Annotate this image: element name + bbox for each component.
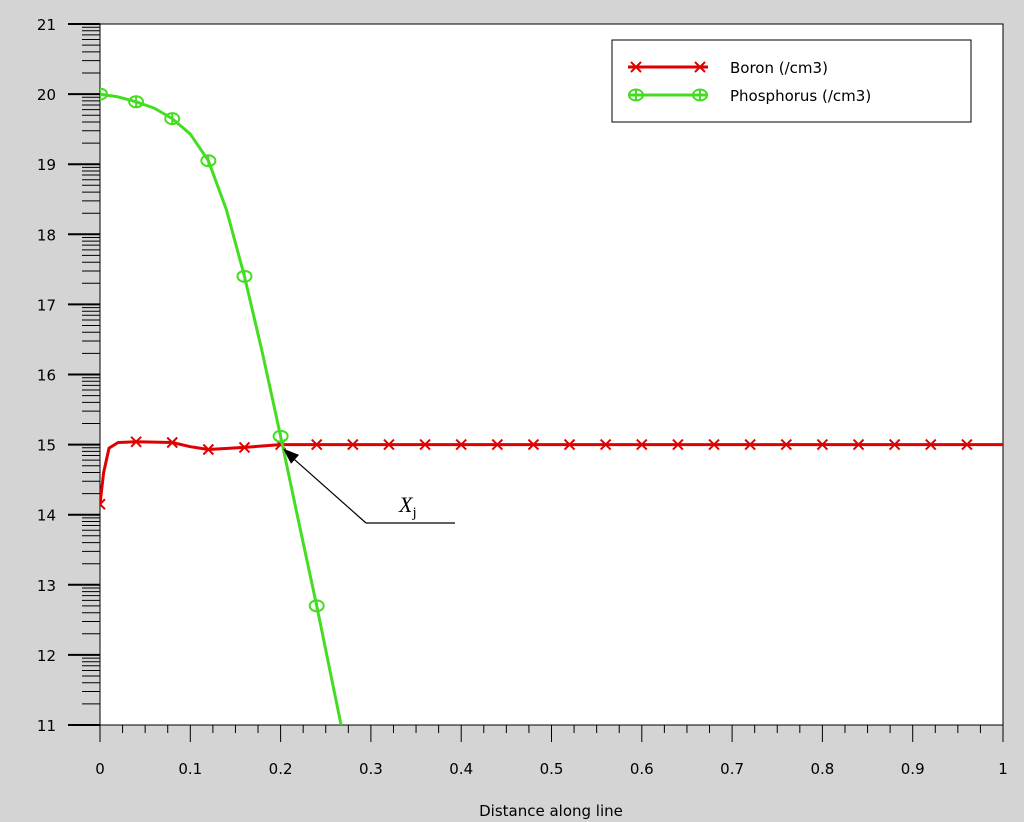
y-tick-label: 13 xyxy=(37,577,56,595)
x-tick-label: 0.7 xyxy=(720,760,744,778)
x-tick-label: 0.5 xyxy=(540,760,564,778)
data-point xyxy=(311,438,323,451)
data-point xyxy=(164,112,181,126)
legend-entry: Boron (/cm3) xyxy=(628,59,828,77)
data-point xyxy=(202,443,215,456)
plot-area xyxy=(99,23,1004,726)
data-point xyxy=(925,438,937,451)
legend: Boron (/cm3) Phosphorus (/cm3) xyxy=(611,39,972,123)
data-point xyxy=(128,95,145,109)
data-point xyxy=(100,498,106,510)
y-tick-label: 16 xyxy=(37,367,56,385)
data-point xyxy=(200,154,217,168)
series-boron xyxy=(100,436,1003,510)
data-point xyxy=(308,599,325,613)
data-point xyxy=(816,438,829,451)
legend-label: Phosphorus (/cm3) xyxy=(730,87,871,105)
x-tick-label: 0 xyxy=(95,760,105,778)
annotation-label: Xj xyxy=(398,492,417,521)
data-point xyxy=(961,438,973,451)
x-tick-label: 0.6 xyxy=(630,760,654,778)
y-tick-label: 12 xyxy=(37,647,56,665)
data-point xyxy=(563,438,576,451)
series-line xyxy=(100,92,343,725)
x-tick-label: 1 xyxy=(998,760,1008,778)
legend-entry: Phosphorus (/cm3) xyxy=(628,87,871,105)
y-axis: 11 12 13 14 15 16 17 18 19 20 21 xyxy=(37,16,101,735)
data-point xyxy=(347,438,359,451)
y-tick-label: 17 xyxy=(37,296,56,314)
series-layer xyxy=(100,87,1003,725)
legend-marker xyxy=(692,88,708,102)
y-tick-label: 18 xyxy=(37,226,56,244)
x-axis: 0 0.1 0.2 0.3 0.4 0.5 0.6 0.7 0.8 0.9 1 xyxy=(95,724,1008,778)
legend-marker xyxy=(694,61,706,73)
legend-box xyxy=(611,39,972,123)
data-point xyxy=(852,438,865,451)
annotation-arrow-shaft xyxy=(290,456,367,524)
legend-marker xyxy=(630,61,642,73)
y-tick-label: 15 xyxy=(37,437,56,455)
data-point xyxy=(272,429,289,443)
legend-marker xyxy=(628,88,644,102)
data-point xyxy=(708,438,720,451)
data-point xyxy=(780,438,792,451)
xj-annotation: Xj xyxy=(283,448,455,524)
y-tick-label: 21 xyxy=(37,16,56,34)
data-point xyxy=(236,269,253,283)
y-tick-label: 20 xyxy=(37,86,56,104)
x-axis-label: Distance along line xyxy=(479,802,623,820)
data-point xyxy=(672,438,684,451)
data-point xyxy=(455,438,467,451)
x-tick-label: 0.3 xyxy=(359,760,383,778)
legend-label: Boron (/cm3) xyxy=(730,59,828,77)
y-tick-label: 11 xyxy=(37,717,56,735)
data-point xyxy=(599,438,612,451)
data-point xyxy=(419,438,431,451)
x-tick-label: 0.2 xyxy=(269,760,293,778)
annotation-arrowhead xyxy=(283,448,300,464)
x-tick-label: 0.8 xyxy=(810,760,834,778)
y-tick-label: 14 xyxy=(37,507,56,525)
x-tick-label: 0.1 xyxy=(178,760,202,778)
data-point xyxy=(166,436,178,449)
series-clip-group xyxy=(100,87,1003,725)
data-point xyxy=(238,441,251,454)
data-point xyxy=(744,438,756,451)
data-point xyxy=(636,438,648,451)
y-tick-label: 19 xyxy=(37,156,56,174)
x-tick-label: 0.9 xyxy=(901,760,925,778)
data-point xyxy=(527,438,540,451)
series-phosphorus xyxy=(100,87,343,725)
data-point xyxy=(100,87,108,101)
data-point xyxy=(383,438,395,451)
data-point xyxy=(888,438,901,451)
x-tick-label: 0.4 xyxy=(449,760,473,778)
data-point xyxy=(491,438,504,451)
data-point xyxy=(130,436,142,448)
